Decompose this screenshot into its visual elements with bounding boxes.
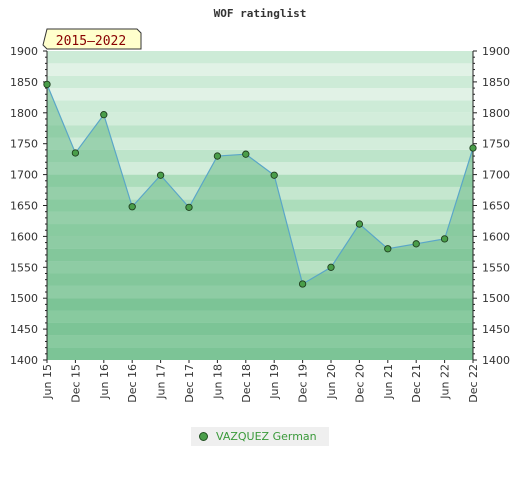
y-tick-label: 1650 bbox=[10, 200, 38, 213]
legend: VAZQUEZ German bbox=[191, 427, 329, 446]
y-tick-label: 1500 bbox=[482, 292, 510, 305]
background-band bbox=[47, 112, 473, 126]
data-point bbox=[213, 152, 222, 160]
y-tick-label: 1650 bbox=[482, 200, 510, 213]
x-tick-label: Dec 19 bbox=[297, 364, 310, 403]
x-tick-label: Jun 20 bbox=[325, 364, 338, 400]
x-tick-label: Jun 21 bbox=[382, 364, 395, 400]
background-band bbox=[47, 149, 473, 163]
series-line bbox=[46, 84, 474, 285]
y-tick-label: 1400 bbox=[482, 354, 510, 367]
y-tick-label: 1700 bbox=[10, 169, 38, 182]
y-tick-label: 1500 bbox=[10, 292, 38, 305]
x-tick-label: Dec 21 bbox=[410, 364, 423, 403]
data-point bbox=[327, 263, 335, 271]
y-tick-label: 1750 bbox=[10, 138, 38, 151]
y-tick-label: 1600 bbox=[482, 230, 510, 243]
y-tick-label: 1900 bbox=[482, 45, 510, 58]
x-tick-label: Jun 16 bbox=[98, 364, 111, 400]
data-point bbox=[440, 235, 449, 243]
x-tick-label: Dec 20 bbox=[353, 364, 366, 403]
x-tick-label: Jun 15 bbox=[41, 364, 54, 400]
y-tick-label: 1800 bbox=[482, 107, 510, 120]
y-tick-label: 1450 bbox=[10, 323, 38, 336]
x-axis: Jun 15 Dec 15 Jun 16 Dec 16 Jun 17 Dec 17 Jun … bbox=[41, 360, 480, 403]
background-band bbox=[47, 100, 473, 113]
y-tick-label: 1450 bbox=[482, 323, 510, 336]
x-tick-label: Dec 16 bbox=[126, 364, 139, 403]
rating-area bbox=[46, 84, 474, 360]
x-tick-label: Dec 22 bbox=[467, 364, 480, 403]
background-band bbox=[47, 51, 473, 64]
data-point bbox=[298, 280, 307, 288]
y-tick-label: 1900 bbox=[10, 45, 38, 58]
data-point bbox=[469, 144, 477, 152]
y-tick-label: 1800 bbox=[10, 107, 38, 120]
y-tick-label: 1850 bbox=[482, 76, 510, 89]
x-tick-label: Jun 22 bbox=[439, 364, 452, 400]
x-tick-label: Dec 17 bbox=[183, 364, 196, 403]
y-tick-label: 1400 bbox=[10, 354, 38, 367]
x-tick-label: Dec 18 bbox=[240, 364, 253, 403]
background-band bbox=[47, 75, 473, 89]
data-point bbox=[100, 111, 108, 119]
y-tick-label: 1750 bbox=[482, 138, 510, 151]
period-badge-label: 2015–2022 bbox=[56, 34, 126, 49]
legend-marker bbox=[199, 432, 208, 441]
background-band bbox=[47, 125, 473, 138]
data-point bbox=[242, 150, 250, 158]
y-axis-right: 1400 1450 1500 1550 1600 1650 1700 1750 1800 1850… bbox=[473, 45, 510, 367]
period-badge: 2015–2022 bbox=[42, 28, 142, 50]
data-point bbox=[128, 203, 136, 211]
background-band bbox=[47, 88, 473, 101]
y-axis-left: 1400 1450 1500 1550 1600 1650 1700 1750 1800 1850… bbox=[10, 45, 47, 367]
y-tick-label: 1600 bbox=[10, 230, 38, 243]
y-tick-label: 1550 bbox=[10, 261, 38, 274]
data-point bbox=[412, 240, 420, 248]
y-tick-label: 1550 bbox=[482, 261, 510, 274]
data-point bbox=[270, 171, 278, 179]
x-tick-label: Dec 15 bbox=[69, 364, 82, 403]
background-band bbox=[47, 137, 473, 150]
data-point bbox=[355, 220, 364, 228]
data-point bbox=[156, 171, 165, 179]
data-point bbox=[43, 80, 51, 89]
x-tick-label: Jun 18 bbox=[211, 364, 224, 400]
data-point bbox=[384, 245, 392, 253]
x-tick-label: Jun 19 bbox=[268, 364, 281, 400]
background-band bbox=[47, 63, 473, 76]
y-tick-label: 1850 bbox=[10, 76, 38, 89]
data-point bbox=[71, 149, 80, 157]
chart-title: WOF ratinglist bbox=[214, 7, 307, 20]
y-tick-label: 1700 bbox=[482, 169, 510, 182]
data-points bbox=[43, 80, 477, 288]
area-fill bbox=[47, 84, 473, 360]
x-tick-label: Jun 17 bbox=[155, 364, 168, 400]
legend-label: VAZQUEZ German bbox=[216, 430, 317, 443]
data-point bbox=[185, 203, 193, 212]
